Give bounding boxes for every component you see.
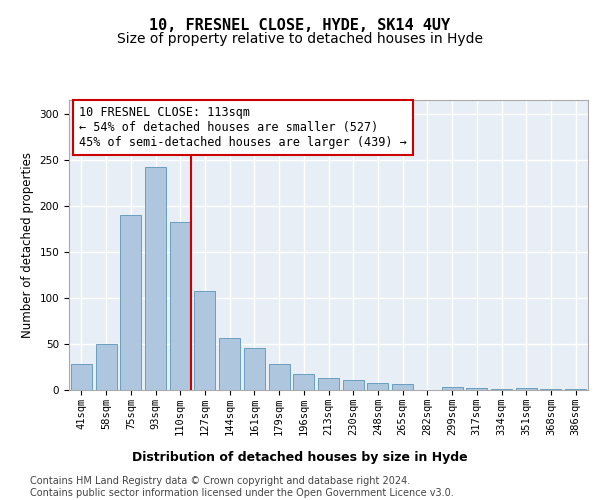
Bar xyxy=(95,344,116,390)
Bar xyxy=(343,380,364,390)
Bar xyxy=(565,389,586,390)
Text: Size of property relative to detached houses in Hyde: Size of property relative to detached ho… xyxy=(117,32,483,46)
Bar xyxy=(367,382,388,390)
Bar xyxy=(244,348,265,390)
Text: 10, FRESNEL CLOSE, HYDE, SK14 4UY: 10, FRESNEL CLOSE, HYDE, SK14 4UY xyxy=(149,18,451,32)
Bar xyxy=(516,388,537,390)
Bar xyxy=(491,389,512,390)
Bar xyxy=(318,378,339,390)
Bar xyxy=(71,364,92,390)
Bar xyxy=(466,388,487,390)
Bar xyxy=(541,389,562,390)
Y-axis label: Number of detached properties: Number of detached properties xyxy=(21,152,34,338)
Bar xyxy=(442,387,463,390)
Bar xyxy=(269,364,290,390)
Bar xyxy=(219,338,240,390)
Bar xyxy=(194,292,215,390)
Text: Distribution of detached houses by size in Hyde: Distribution of detached houses by size … xyxy=(132,451,468,464)
Bar xyxy=(120,215,141,390)
Bar xyxy=(293,374,314,390)
Text: Contains HM Land Registry data © Crown copyright and database right 2024.
Contai: Contains HM Land Registry data © Crown c… xyxy=(30,476,454,498)
Bar xyxy=(145,167,166,390)
Text: 10 FRESNEL CLOSE: 113sqm
← 54% of detached houses are smaller (527)
45% of semi-: 10 FRESNEL CLOSE: 113sqm ← 54% of detach… xyxy=(79,106,407,149)
Bar xyxy=(170,222,191,390)
Bar xyxy=(392,384,413,390)
